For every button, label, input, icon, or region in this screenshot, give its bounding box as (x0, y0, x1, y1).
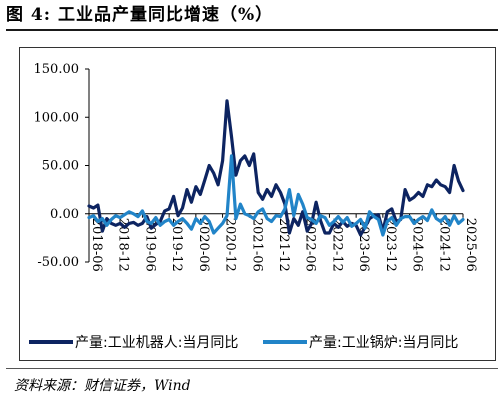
x-tick-label: 2021-12 (276, 218, 291, 272)
legend-label-2: 产量:工业锅炉:当月同比 (309, 335, 458, 351)
x-tick-label: 2023-12 (383, 218, 398, 272)
source-note: 资料来源：财信证券，Wind (14, 378, 191, 394)
y-tick-label: 0.00 (50, 207, 79, 222)
footer-divider (6, 368, 498, 369)
x-tick-label: 2020-06 (196, 218, 211, 272)
x-tick-label: 2024-12 (436, 218, 451, 272)
x-tick-label: 2022-12 (329, 218, 344, 272)
x-tick-label: 2021-06 (249, 218, 264, 272)
x-tick-label: 2018-12 (116, 218, 131, 272)
x-tick-label: 2019-12 (169, 218, 184, 272)
x-tick-label: 2018-06 (89, 218, 104, 272)
x-tick-label: 2024-06 (410, 218, 425, 272)
figure-title: 图 4: 工业品产量同比增速（%） (6, 5, 274, 25)
legend-label-1: 产量:工业机器人:当月同比 (75, 335, 238, 351)
y-tick-label: 100.00 (34, 110, 80, 125)
series-line-2 (87, 154, 465, 237)
x-tick-label: 2020-12 (223, 218, 238, 272)
x-tick-label: 2019-06 (142, 218, 157, 272)
y-tick-label: 50.00 (42, 159, 79, 174)
chart-frame (19, 47, 496, 361)
x-tick-label: 2025-06 (463, 218, 478, 272)
title-divider (6, 29, 498, 31)
y-tick-label: -50.00 (37, 255, 79, 270)
y-tick-label: 150.00 (34, 62, 80, 77)
